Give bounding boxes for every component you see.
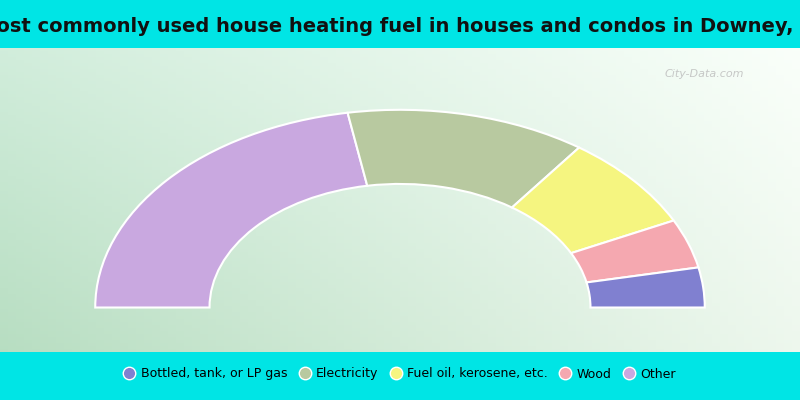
Wedge shape bbox=[348, 110, 579, 208]
Wedge shape bbox=[512, 148, 674, 253]
Wedge shape bbox=[586, 268, 705, 308]
Wedge shape bbox=[95, 113, 367, 308]
Legend: Bottled, tank, or LP gas, Electricity, Fuel oil, kerosene, etc., Wood, Other: Bottled, tank, or LP gas, Electricity, F… bbox=[119, 362, 681, 386]
Text: Most commonly used house heating fuel in houses and condos in Downey, ID: Most commonly used house heating fuel in… bbox=[0, 17, 800, 36]
Wedge shape bbox=[571, 220, 698, 282]
Text: City-Data.com: City-Data.com bbox=[665, 69, 744, 79]
